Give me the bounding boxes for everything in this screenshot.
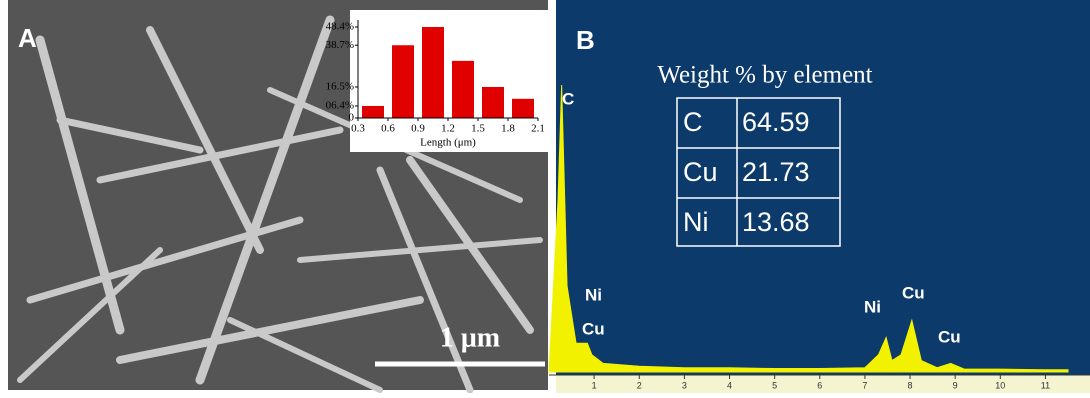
table-cell: Ni <box>683 207 709 237</box>
x-tick-label: 5 <box>772 380 777 390</box>
page: A 1 μm B Weight % by element C64.59Cu21.… <box>0 0 1090 393</box>
peak-label: C <box>562 89 574 108</box>
x-tick-label: 0.3 <box>351 123 365 135</box>
peak-label: Ni <box>585 285 602 304</box>
bar <box>392 45 414 118</box>
bar <box>512 99 534 118</box>
figure: A 1 μm B Weight % by element C64.59Cu21.… <box>0 0 1090 393</box>
x-tick-label: 10 <box>995 380 1005 390</box>
table-cell: Cu <box>683 157 718 187</box>
peak-label: Cu <box>582 319 605 338</box>
x-tick-label: 6 <box>817 380 822 390</box>
x-tick-label: 3 <box>682 380 687 390</box>
bar <box>452 61 474 118</box>
bar <box>482 87 504 118</box>
x-tick-label: 4 <box>727 380 732 390</box>
table-cell: 64.59 <box>742 107 810 137</box>
x-tick-label: 0.6 <box>381 123 395 135</box>
eds-panel <box>556 0 1090 393</box>
x-tick-label: 0.9 <box>411 123 425 135</box>
y-tick-label: 38.7% <box>326 39 354 51</box>
bar <box>362 106 384 118</box>
x-tick-label: 2.1 <box>531 123 545 135</box>
table-cell: 13.68 <box>742 207 810 237</box>
y-tick-label: 48.4% <box>326 21 354 33</box>
peak-label: Cu <box>902 283 925 302</box>
scale-bar-label: 1 μm <box>440 322 500 353</box>
x-tick-label: 1 <box>592 380 597 390</box>
table-cell: C <box>683 107 703 137</box>
table-title: Weight % by element <box>657 62 872 89</box>
x-tick-label: 8 <box>908 380 913 390</box>
x-tick-label: 9 <box>953 380 958 390</box>
x-tick-label: 2 <box>637 380 642 390</box>
table-cell: 21.73 <box>742 157 810 187</box>
x-axis-label: Length (μm) <box>420 137 476 149</box>
peak-label: Ni <box>864 297 881 316</box>
panel-label: B <box>576 25 595 55</box>
x-tick-label: 7 <box>862 380 867 390</box>
peak-label: Cu <box>938 327 961 346</box>
table: C 64.59 Cu 21.73 Ni 13.68 <box>683 107 810 237</box>
x-tick-label: 1.5 <box>471 123 485 135</box>
y-tick-label: 06.4% <box>326 99 354 111</box>
x-tick-label: 1.8 <box>501 123 515 135</box>
x-tick-label: 11 <box>1041 380 1050 390</box>
x-tick-label: 1.2 <box>441 123 455 135</box>
panel-label: A <box>18 23 37 53</box>
y-tick-label: 16.5% <box>326 81 354 93</box>
bar <box>422 27 444 118</box>
